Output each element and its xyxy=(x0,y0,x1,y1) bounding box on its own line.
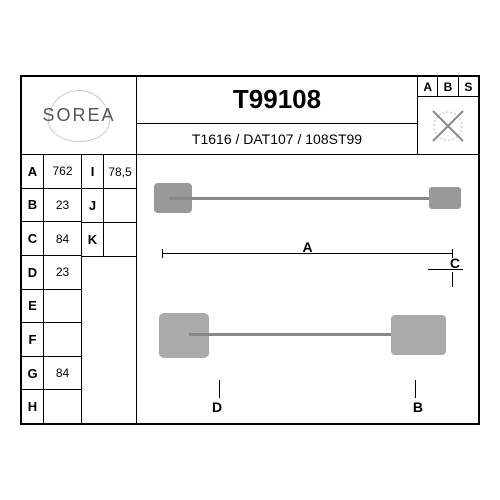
header-row: SOREA T99108 T1616 / DAT107 / 108ST99 A … xyxy=(22,77,478,155)
abs-cell: A B S xyxy=(418,77,478,154)
logo-cell: SOREA xyxy=(22,77,137,154)
spec-column-1: A762 B23 C84 D23 E F G84 H xyxy=(22,155,82,423)
dimension-b-label: B xyxy=(413,399,423,415)
spec-sheet: SOREA T99108 T1616 / DAT107 / 108ST99 A … xyxy=(20,75,480,425)
abs-header: A B S xyxy=(418,77,478,97)
dimension-c-arrow xyxy=(452,272,453,287)
spec-row-h: H xyxy=(22,390,81,423)
abs-s: S xyxy=(459,77,478,96)
title-cell: T99108 T1616 / DAT107 / 108ST99 xyxy=(137,77,418,154)
diagram-area: A C D B xyxy=(137,155,478,423)
spec-row-b: B23 xyxy=(22,189,81,223)
spec-empty xyxy=(82,257,136,423)
driveshaft-top-view xyxy=(149,173,466,223)
dimension-a-line xyxy=(162,253,453,254)
cross-references: T1616 / DAT107 / 108ST99 xyxy=(137,124,417,154)
abs-a: A xyxy=(418,77,438,96)
driveshaft-detail-view xyxy=(149,293,466,388)
body-row: A762 B23 C84 D23 E F G84 H I78,5 J K A C xyxy=(22,155,478,423)
dimension-b-arrow xyxy=(415,380,416,398)
abs-b: B xyxy=(438,77,458,96)
cv-joint-right xyxy=(429,187,461,209)
spec-row-f: F xyxy=(22,323,81,357)
shaft-rod xyxy=(169,197,446,200)
dimension-d-arrow xyxy=(219,380,220,398)
cv-joint-right-detail xyxy=(391,315,446,355)
spec-row-a: A762 xyxy=(22,155,81,189)
spec-row-i: I78,5 xyxy=(82,155,136,189)
spec-row-g: G84 xyxy=(22,357,81,391)
part-number: T99108 xyxy=(137,77,417,124)
spec-row-e: E xyxy=(22,290,81,324)
spec-column-2: I78,5 J K xyxy=(82,155,137,423)
spec-row-k: K xyxy=(82,223,136,257)
spec-row-j: J xyxy=(82,189,136,223)
spec-row-d: D23 xyxy=(22,256,81,290)
dimension-d-label: D xyxy=(212,399,222,415)
spec-row-c: C84 xyxy=(22,222,81,256)
shaft-rod-detail xyxy=(189,333,406,336)
abs-icon xyxy=(418,97,478,154)
brand-logo: SOREA xyxy=(42,105,115,126)
dimension-c-line xyxy=(428,269,463,270)
